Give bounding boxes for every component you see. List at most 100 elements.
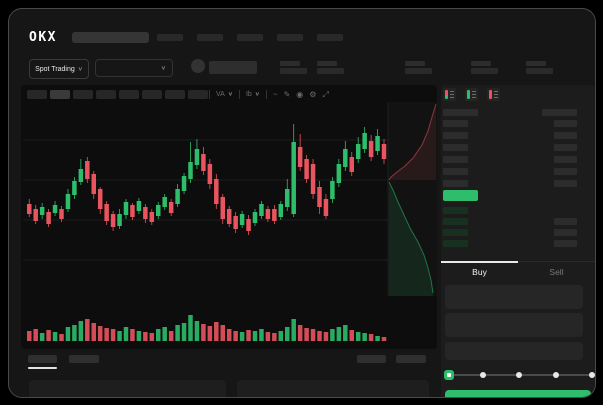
active-tab-underline bbox=[28, 367, 57, 369]
volume-average-dropdown[interactable]: VA ∨ bbox=[216, 91, 233, 98]
orderbook-size-bar bbox=[554, 218, 577, 225]
chart-background bbox=[21, 85, 437, 349]
order-input-3[interactable] bbox=[445, 342, 583, 360]
bottom-tab-1[interactable] bbox=[28, 355, 57, 363]
orderbook-price-bar bbox=[443, 218, 468, 225]
chevron-down-icon: ∨ bbox=[160, 65, 166, 71]
slider-stop[interactable] bbox=[589, 372, 595, 378]
market-type-label: Spot Trading bbox=[35, 65, 75, 73]
orderbook-size-bar bbox=[554, 156, 577, 163]
orderbook-view-combined-book-icon[interactable] bbox=[443, 88, 456, 101]
indicator-dropdown[interactable]: Ib ∨ bbox=[246, 91, 260, 98]
top-nav bbox=[157, 34, 343, 41]
nav-item-placeholder[interactable] bbox=[317, 34, 343, 41]
buy-button[interactable] bbox=[445, 390, 591, 397]
timeframe-button[interactable] bbox=[73, 90, 93, 99]
orderbook-price-bar bbox=[443, 132, 468, 139]
orderbook-price-bar bbox=[443, 144, 468, 151]
stat-label-placeholder bbox=[526, 61, 546, 66]
volume-average-dropdown-label: VA bbox=[216, 91, 225, 98]
market-type-selector[interactable]: Spot Trading ∨ bbox=[29, 59, 89, 79]
chart-tools: VA ∨ Ib ∨ ~ ✎ ◉ ⚙ ⤢ bbox=[209, 88, 329, 101]
book-lines bbox=[494, 90, 498, 99]
indicator-dropdown-label: Ib bbox=[245, 91, 252, 98]
nav-item-placeholder[interactable] bbox=[197, 34, 223, 41]
slider-stop[interactable] bbox=[552, 372, 559, 378]
last-price-badge[interactable] bbox=[443, 190, 478, 201]
orderbook-price-bar bbox=[443, 120, 468, 127]
orderbook-size-bar bbox=[542, 109, 577, 116]
trade-tab-sell[interactable]: Sell bbox=[549, 267, 564, 277]
chevron-down-icon: ∨ bbox=[227, 91, 233, 98]
orderbook-price-bar bbox=[443, 180, 468, 187]
ticker-stat-group bbox=[471, 61, 498, 74]
timeframe-button[interactable] bbox=[142, 90, 162, 99]
stat-value-placeholder bbox=[280, 68, 307, 74]
amount-slider[interactable] bbox=[444, 370, 595, 380]
app-window: OKX Spot Trading ∨ ∨ VA ∨ Ib ∨ ~ ✎ ◉ ⚙ ⤢ Buy Sell bbox=[8, 8, 596, 398]
pair-selector[interactable]: ∨ bbox=[95, 59, 173, 77]
stat-value-placeholder bbox=[526, 68, 553, 74]
bottom-tab-2[interactable] bbox=[69, 355, 99, 363]
bottom-action-placeholder[interactable] bbox=[396, 355, 426, 363]
chevron-down-icon: ∨ bbox=[77, 66, 83, 72]
draw-icon[interactable]: ✎ bbox=[283, 89, 291, 99]
coin-icon bbox=[191, 59, 205, 73]
okx-logo: OKX bbox=[29, 30, 57, 45]
slider-stop[interactable] bbox=[479, 372, 486, 378]
ticker-stat-group bbox=[405, 61, 432, 74]
orderbook-view-asks-only-icon[interactable] bbox=[487, 88, 500, 101]
timeframe-button[interactable] bbox=[27, 90, 47, 99]
timeframe-buttons bbox=[27, 90, 208, 99]
orderbook-price-bar bbox=[443, 207, 468, 214]
nav-item-placeholder[interactable] bbox=[237, 34, 263, 41]
fullscreen-icon[interactable]: ⤢ bbox=[322, 89, 329, 99]
orderbook-size-bar bbox=[554, 144, 577, 151]
toolbar-divider bbox=[238, 90, 240, 99]
stat-value-placeholder bbox=[317, 68, 344, 74]
timeframe-button[interactable] bbox=[50, 90, 70, 99]
search-input[interactable] bbox=[72, 32, 149, 43]
orderbook-price-bar bbox=[443, 229, 468, 236]
timeframe-button[interactable] bbox=[119, 90, 139, 99]
orderbook-size-bar bbox=[554, 180, 577, 187]
stat-value-placeholder bbox=[471, 68, 498, 74]
stat-label-placeholder bbox=[280, 61, 300, 66]
orderbook-price-bar bbox=[443, 109, 478, 116]
orderbook-view-bids-only-icon[interactable] bbox=[465, 88, 478, 101]
book-color-column bbox=[467, 90, 470, 99]
chevron-down-icon: ∨ bbox=[254, 91, 260, 98]
order-input-1[interactable] bbox=[445, 285, 583, 309]
timeframe-button[interactable] bbox=[188, 90, 208, 99]
nav-item-placeholder[interactable] bbox=[277, 34, 303, 41]
slider-handle[interactable] bbox=[444, 370, 454, 380]
orderbook-price-bar bbox=[443, 168, 468, 175]
timeframe-button[interactable] bbox=[165, 90, 185, 99]
ticker-stat-group bbox=[526, 61, 553, 74]
orderbook-size-bar bbox=[554, 120, 577, 127]
trade-tab-buy[interactable]: Buy bbox=[441, 261, 518, 282]
toolbar-divider bbox=[209, 90, 210, 99]
line-style-icon[interactable]: ~ bbox=[272, 89, 278, 99]
book-lines bbox=[472, 90, 476, 99]
orderbook-mode-toggles bbox=[443, 88, 500, 101]
ticker-stat-group bbox=[317, 61, 344, 74]
order-panel: Buy Sell bbox=[441, 85, 595, 397]
bottom-action-placeholder[interactable] bbox=[357, 355, 386, 363]
orderbook-price-bar bbox=[443, 156, 468, 163]
stat-value-placeholder bbox=[405, 68, 432, 74]
orderbook-price-bar bbox=[443, 240, 468, 247]
slider-stop[interactable] bbox=[516, 372, 522, 378]
toolbar-divider bbox=[265, 90, 267, 99]
chart-settings-icon[interactable]: ⚙ bbox=[309, 89, 317, 99]
bottom-panel-2 bbox=[237, 380, 429, 397]
stat-label-placeholder bbox=[471, 61, 491, 66]
ticker-stat-group bbox=[280, 61, 307, 74]
nav-item-placeholder[interactable] bbox=[157, 34, 183, 41]
book-color-column bbox=[489, 90, 492, 99]
book-lines bbox=[450, 90, 454, 99]
timeframe-button[interactable] bbox=[96, 90, 116, 99]
order-input-2[interactable] bbox=[445, 313, 583, 337]
stat-label-placeholder bbox=[405, 61, 425, 66]
snapshot-icon[interactable]: ◉ bbox=[296, 89, 304, 99]
